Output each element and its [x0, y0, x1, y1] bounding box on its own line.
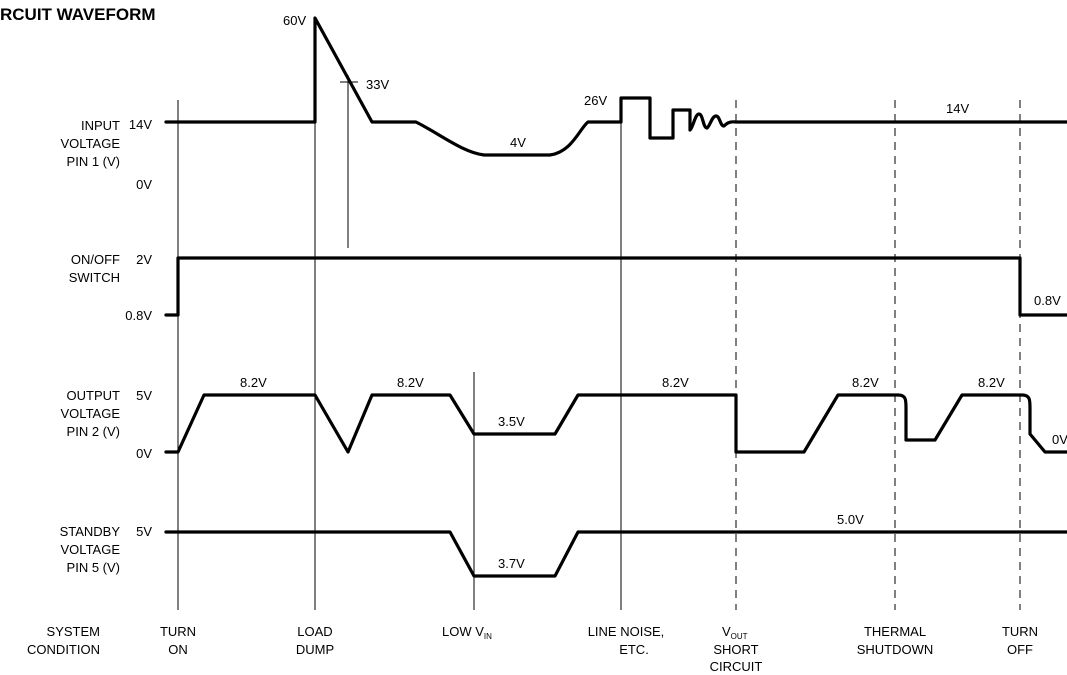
condition-thermal-shutdown: THERMAL SHUTDOWN: [857, 624, 934, 657]
condition-line: SHUTDOWN: [857, 642, 934, 657]
condition-turn-on: TURN ON: [160, 624, 196, 657]
condition-line: OFF: [1007, 642, 1033, 657]
input-annotation: 26V: [584, 93, 607, 108]
level-tick: 0.8V: [125, 308, 152, 323]
condition-line-noise: LINE NOISE, ETC.: [588, 624, 665, 657]
level-tick: 0V: [136, 177, 152, 192]
input-annotation: 60V: [283, 13, 306, 28]
output-annotation: 8.2V: [240, 375, 267, 390]
row-label-line: VOLTAGE: [61, 406, 121, 421]
output-annotation: 0V: [1052, 432, 1067, 447]
row-label-line: OUTPUT: [67, 388, 121, 403]
row-label-line: SYSTEM: [47, 624, 100, 639]
row-label-line: PIN 5 (V): [67, 560, 120, 575]
output-annotation: 8.2V: [662, 375, 689, 390]
condition-line: TURN: [1002, 624, 1038, 639]
condition-line: LOW VIN: [442, 624, 492, 641]
input-annotation: 33V: [366, 77, 389, 92]
level-tick: 5V: [136, 524, 152, 539]
input-annotation: 14V: [946, 101, 969, 116]
row-label-line: VOLTAGE: [61, 136, 121, 151]
diagram-title: RCUIT WAVEFORM: [0, 5, 156, 24]
output-annotation: 3.5V: [498, 414, 525, 429]
output-annotation: 8.2V: [852, 375, 879, 390]
row-label-line: PIN 2 (V): [67, 424, 120, 439]
row-label-input: INPUT VOLTAGE PIN 1 (V): [61, 118, 121, 169]
row-label-system: SYSTEM CONDITION: [27, 624, 100, 657]
input-annotation: 4V: [510, 135, 526, 150]
standby-voltage-trace: [164, 530, 1067, 578]
condition-turn-off: TURN OFF: [1002, 624, 1038, 657]
row-label-line: PIN 1 (V): [67, 154, 120, 169]
output-annotation: 8.2V: [397, 375, 424, 390]
condition-line: ETC.: [619, 642, 649, 657]
onoff-annotation: 0.8V: [1034, 293, 1061, 308]
standby-annotation: 5.0V: [837, 512, 864, 527]
condition-line: CIRCUIT: [710, 659, 763, 674]
row-label-output: OUTPUT VOLTAGE PIN 2 (V): [61, 388, 121, 439]
condition-line: LOAD: [297, 624, 332, 639]
level-tick: 0V: [136, 446, 152, 461]
level-tick: 14V: [129, 117, 152, 132]
row-label-line: CONDITION: [27, 642, 100, 657]
row-label-line: ON/OFF: [71, 252, 120, 267]
condition-line: THERMAL: [864, 624, 926, 639]
row-label-line: VOLTAGE: [61, 542, 121, 557]
onoff-switch-trace: [164, 256, 1067, 317]
standby-annotation: 3.7V: [498, 556, 525, 571]
row-label-line: STANDBY: [60, 524, 121, 539]
condition-vout-short-circuit: VOUT SHORT CIRCUIT: [710, 624, 763, 674]
condition-line: VOUT: [722, 624, 748, 641]
condition-line: DUMP: [296, 642, 334, 657]
level-tick: 2V: [136, 252, 152, 267]
condition-low-vin: LOW VIN: [442, 624, 492, 641]
condition-line: ON: [168, 642, 188, 657]
level-tick: 5V: [136, 388, 152, 403]
condition-load-dump: LOAD DUMP: [296, 624, 334, 657]
guide-lines: [177, 75, 1021, 610]
row-label-standby: STANDBY VOLTAGE PIN 5 (V): [60, 524, 121, 575]
row-label-onoff: ON/OFF SWITCH: [69, 252, 120, 285]
row-label-line: SWITCH: [69, 270, 120, 285]
output-voltage-trace: [164, 393, 1067, 454]
condition-line: SHORT: [713, 642, 758, 657]
condition-line: LINE NOISE,: [588, 624, 665, 639]
output-annotation: 8.2V: [978, 375, 1005, 390]
condition-line: TURN: [160, 624, 196, 639]
row-label-line: INPUT: [81, 118, 120, 133]
input-voltage-trace: [164, 16, 1067, 157]
